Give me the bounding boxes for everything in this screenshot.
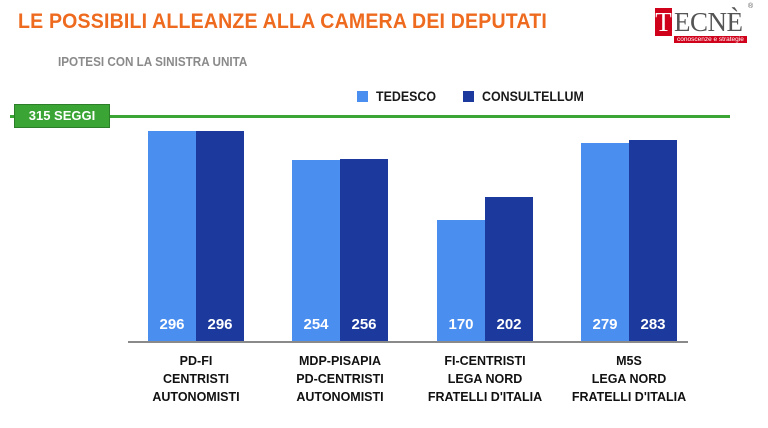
legend-item-tedesco: TEDESCO xyxy=(357,89,441,104)
bar-value-label: 202 xyxy=(496,315,522,333)
category-label-line: PD-FI xyxy=(179,354,213,368)
category-label-line: PD-CENTRISTI xyxy=(296,372,384,386)
category-label-line: M5S xyxy=(616,354,642,368)
category-label-line: CENTRISTI xyxy=(163,372,229,386)
legend-swatch-consultellum xyxy=(463,91,475,102)
bar-value-label: 279 xyxy=(592,315,618,333)
bar-value-label: 254 xyxy=(303,315,329,333)
threshold-line xyxy=(10,115,730,118)
category-label-line: FI-CENTRISTI xyxy=(444,354,526,368)
legend-swatch-tedesco xyxy=(357,91,368,102)
category-label-1: MDP-PISAPIA PD-CENTRISTI AUTONOMISTI xyxy=(265,352,415,406)
category-label-line: AUTONOMISTI xyxy=(296,390,384,404)
legend-label-tedesco: TEDESCO xyxy=(376,89,437,104)
category-label-line: MDP-PISAPIA xyxy=(299,354,381,368)
logo-tagline: conoscenze e strategie xyxy=(674,36,747,43)
category-label-0: PD-FI CENTRISTI AUTONOMISTI xyxy=(121,352,271,406)
page-subtitle: IPOTESI CON LA SINISTRA UNITA xyxy=(58,54,248,69)
threshold-badge: 315 SEGGI xyxy=(14,104,110,128)
bar-value-label: 256 xyxy=(351,315,377,333)
category-label-3: M5S LEGA NORD FRATELLI D'ITALIA xyxy=(554,352,704,406)
legend-item-consultellum: CONSULTELLUM xyxy=(463,89,593,104)
logo-word: ECNÈ xyxy=(674,7,743,37)
category-label-line: LEGA NORD xyxy=(591,372,667,386)
chart-legend: TEDESCO CONSULTELLUM xyxy=(357,89,615,104)
bar-consultellum-2: 202 xyxy=(485,197,533,341)
category-label-2: FI-CENTRISTI LEGA NORD FRATELLI D'ITALIA xyxy=(410,352,560,406)
page-title: LE POSSIBILI ALLEANZE ALLA CAMERA DEI DE… xyxy=(18,10,547,33)
x-axis-line xyxy=(128,341,688,343)
bar-value-label: 296 xyxy=(159,315,185,333)
bar-consultellum-0: 296 xyxy=(196,130,244,341)
tecne-logo: T ECNÈ ® conoscenze e strategie xyxy=(655,3,760,46)
bar-value-label: 296 xyxy=(207,315,233,333)
logo-mark: T xyxy=(655,7,672,37)
bar-tedesco-2: 170 xyxy=(437,220,485,341)
bar-consultellum-3: 283 xyxy=(629,139,677,341)
category-label-line: FRATELLI D'ITALIA xyxy=(571,390,687,404)
category-label-line: LEGA NORD xyxy=(447,372,523,386)
logo-registered: ® xyxy=(748,3,754,10)
bar-value-label: 170 xyxy=(448,315,474,333)
bar-consultellum-1: 256 xyxy=(340,158,388,341)
bar-value-label: 283 xyxy=(640,315,666,333)
bar-tedesco-3: 279 xyxy=(581,142,629,341)
category-label-line: AUTONOMISTI xyxy=(152,390,240,404)
bar-tedesco-1: 254 xyxy=(292,160,340,341)
legend-label-consultellum: CONSULTELLUM xyxy=(482,89,585,104)
bar-tedesco-0: 296 xyxy=(148,130,196,341)
category-label-line: FRATELLI D'ITALIA xyxy=(427,390,543,404)
